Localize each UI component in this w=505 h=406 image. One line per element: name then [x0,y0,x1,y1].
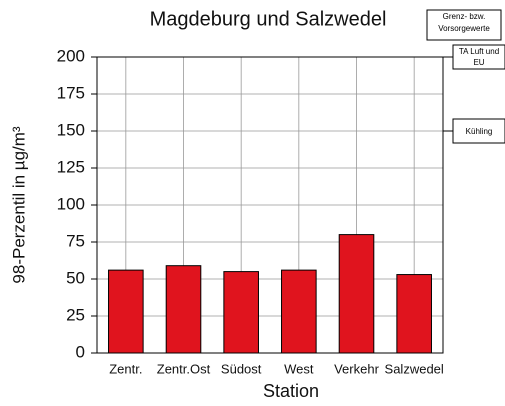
reference-label-wrap: TA Luft und EU [458,47,500,67]
y-tick-label: 125 [57,157,85,176]
y-tick-label: 175 [57,83,85,102]
bar [396,274,432,354]
reference-label: Kühling [465,126,493,136]
bar [338,234,375,354]
x-tick-label: Salzwedel [385,361,444,376]
reference-label-box [452,44,505,70]
y-tick-label: 150 [57,120,85,139]
x-axis-label: Station [263,381,319,401]
y-tick-label: 75 [66,231,85,250]
x-tick-label: Zentr.Ost [157,361,211,376]
y-axis-label: 98-Perzentil in µg/m³ [9,126,28,284]
chart-title: Magdeburg und Salzwedel [150,8,387,30]
reference-label-box [452,118,505,144]
legend-box [426,9,502,41]
legend-title: Grenz- bzw. Vorsorgewerte [438,12,490,33]
reference-label-group: TA Luft und EU [452,44,505,70]
y-tick-label: 200 [57,46,85,65]
plot-frame [96,56,444,354]
x-tick-label: Zentr. [109,361,142,376]
x-tick-label: Südost [221,361,262,376]
bar [165,265,202,354]
bar [108,269,144,354]
y-tick-label: 0 [76,342,85,361]
bar [223,271,259,354]
reference-label-group: Kühling [452,118,505,144]
y-tick-label: 50 [66,268,85,287]
legend-title-wrap: Grenz- bzw. Vorsorgewerte [438,12,490,33]
y-tick-label: 25 [66,305,85,324]
reference-label: TA Luft und EU [458,47,500,67]
x-tick-label: West [284,361,314,376]
x-tick-label: Verkehr [334,361,379,376]
bar [281,269,317,354]
reference-label-wrap: Kühling [465,126,493,136]
y-tick-label: 100 [57,194,85,213]
